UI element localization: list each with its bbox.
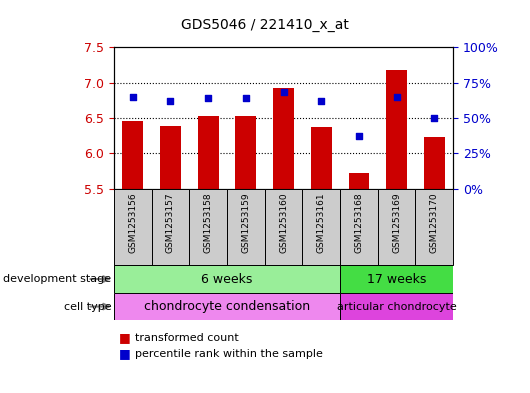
- Bar: [227, 189, 264, 265]
- Bar: [340, 293, 453, 320]
- Point: [355, 133, 363, 140]
- Bar: [349, 173, 369, 189]
- Text: 17 weeks: 17 weeks: [367, 272, 426, 286]
- Point: [317, 98, 325, 104]
- Text: 6 weeks: 6 weeks: [201, 272, 253, 286]
- Bar: [235, 116, 256, 189]
- Text: GSM1253161: GSM1253161: [317, 193, 326, 253]
- Text: ■: ■: [119, 347, 131, 360]
- Text: GSM1253158: GSM1253158: [204, 193, 213, 253]
- Bar: [416, 189, 453, 265]
- Bar: [311, 127, 332, 189]
- Bar: [114, 189, 152, 265]
- Text: transformed count: transformed count: [135, 333, 239, 343]
- Text: GSM1253157: GSM1253157: [166, 193, 175, 253]
- Point: [242, 95, 250, 101]
- Point: [204, 95, 213, 101]
- Bar: [160, 127, 181, 189]
- Bar: [152, 189, 189, 265]
- Bar: [264, 189, 303, 265]
- Text: ■: ■: [119, 331, 131, 345]
- Bar: [273, 88, 294, 189]
- Text: percentile rank within the sample: percentile rank within the sample: [135, 349, 323, 359]
- Bar: [340, 265, 453, 293]
- Text: chondrocyte condensation: chondrocyte condensation: [144, 300, 310, 313]
- Text: GSM1253168: GSM1253168: [355, 193, 364, 253]
- Text: development stage: development stage: [3, 274, 111, 284]
- Bar: [122, 121, 143, 189]
- Bar: [303, 189, 340, 265]
- Text: GSM1253170: GSM1253170: [430, 193, 439, 253]
- Bar: [189, 189, 227, 265]
- Point: [279, 89, 288, 95]
- Point: [166, 98, 175, 104]
- Bar: [114, 265, 340, 293]
- Bar: [340, 189, 378, 265]
- Bar: [378, 189, 416, 265]
- Text: articular chondrocyte: articular chondrocyte: [337, 301, 456, 312]
- Text: GSM1253156: GSM1253156: [128, 193, 137, 253]
- Bar: [114, 293, 340, 320]
- Point: [430, 115, 438, 121]
- Bar: [424, 137, 445, 189]
- Bar: [198, 116, 218, 189]
- Bar: [386, 70, 407, 189]
- Text: GSM1253159: GSM1253159: [241, 193, 250, 253]
- Point: [129, 94, 137, 100]
- Point: [392, 94, 401, 100]
- Text: GSM1253169: GSM1253169: [392, 193, 401, 253]
- Text: GDS5046 / 221410_x_at: GDS5046 / 221410_x_at: [181, 18, 349, 32]
- Text: cell type: cell type: [64, 301, 111, 312]
- Text: GSM1253160: GSM1253160: [279, 193, 288, 253]
